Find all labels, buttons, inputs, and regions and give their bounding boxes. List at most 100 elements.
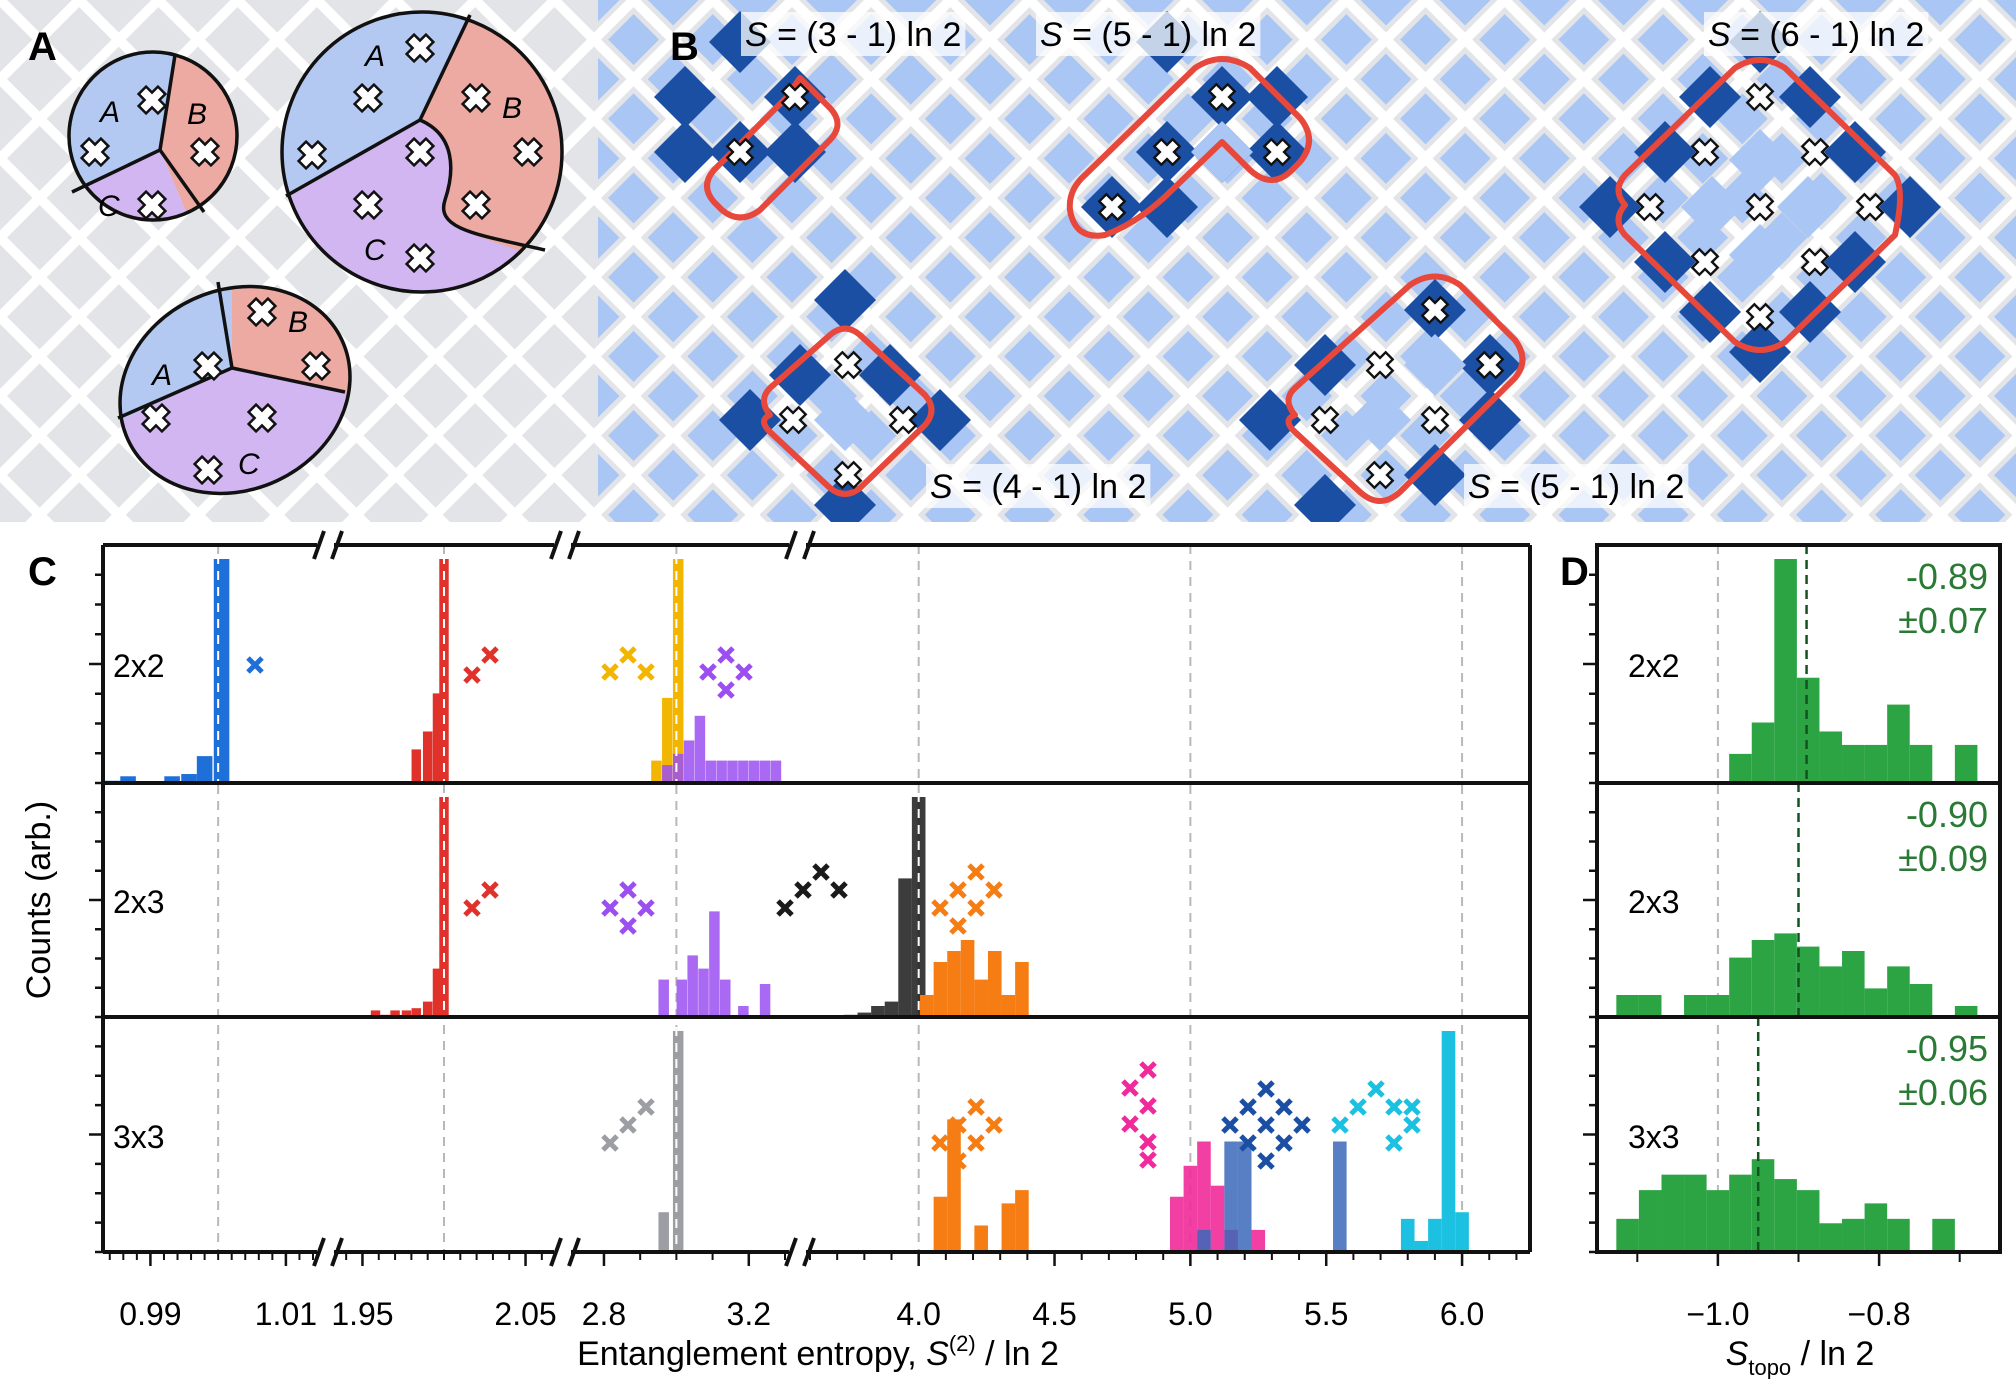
plaquette-marker bbox=[1385, 1098, 1403, 1116]
x-tick-label: 2.05 bbox=[494, 1296, 556, 1332]
entropy-formula: S = (3 - 1) ln 2 bbox=[745, 16, 961, 54]
label-a: A bbox=[98, 96, 120, 129]
histogram-bar bbox=[920, 995, 934, 1017]
histogram-bar bbox=[683, 740, 695, 783]
histogram-bar bbox=[1774, 933, 1797, 1017]
plaquette-marker bbox=[463, 666, 481, 684]
region-outline bbox=[280, 10, 564, 294]
mean-value: -0.95 bbox=[1906, 1028, 1988, 1069]
light-plaquette bbox=[1191, 121, 1253, 183]
dark-plaquette bbox=[1294, 474, 1356, 536]
dark-plaquette bbox=[1824, 231, 1886, 293]
dark-plaquette bbox=[909, 389, 971, 451]
dark-plaquette bbox=[859, 344, 921, 406]
plaquette-marker bbox=[1257, 1116, 1275, 1134]
histogram-bar bbox=[720, 979, 731, 1017]
dark-plaquette bbox=[1404, 444, 1466, 506]
formula-text: = (5 - 1) ln 2 bbox=[1491, 468, 1685, 506]
plaquette-marker bbox=[481, 881, 499, 899]
dark-plaquette bbox=[1634, 121, 1696, 183]
region-outline bbox=[704, 75, 841, 221]
y-axis-label: Counts (arb.) bbox=[20, 801, 58, 999]
histogram-bar bbox=[411, 1008, 422, 1017]
plaquette-marker bbox=[246, 656, 264, 674]
formula-symbol: S bbox=[1040, 16, 1063, 54]
histogram-bar bbox=[1638, 995, 1662, 1017]
plaquette-marker bbox=[776, 899, 794, 917]
histogram-bar bbox=[370, 1010, 381, 1017]
histogram-bar bbox=[738, 1006, 749, 1017]
histogram-bar bbox=[1015, 962, 1029, 1017]
histogram-bar bbox=[1400, 1218, 1415, 1252]
dark-plaquette bbox=[1779, 66, 1841, 128]
plaquette-marker bbox=[481, 646, 499, 664]
mean-value: -0.89 bbox=[1906, 556, 1988, 597]
x-tick-label: 1.95 bbox=[331, 1296, 393, 1332]
label-c: C bbox=[238, 448, 260, 481]
dark-plaquette bbox=[1459, 389, 1521, 451]
histogram-bar bbox=[1751, 1159, 1775, 1252]
panel-label-a: A bbox=[28, 25, 57, 69]
plaquette-marker bbox=[1239, 1098, 1257, 1116]
dark-plaquette bbox=[654, 121, 716, 183]
histogram-bar bbox=[960, 940, 975, 1017]
histogram-bar bbox=[651, 760, 662, 783]
histogram-bar bbox=[1796, 677, 1820, 783]
formula-backdrop bbox=[741, 12, 966, 56]
histogram-bar bbox=[1455, 1212, 1469, 1252]
histogram-bar bbox=[181, 774, 197, 783]
histogram-bar bbox=[770, 760, 782, 783]
mean-value: -0.90 bbox=[1906, 794, 1988, 835]
histogram-bar bbox=[1428, 1218, 1442, 1252]
plaquette-marker bbox=[1403, 1116, 1421, 1134]
histogram-bar bbox=[1170, 1196, 1184, 1252]
plaquette-marker bbox=[1293, 1116, 1311, 1134]
x-tick-label: 3.2 bbox=[727, 1296, 771, 1332]
panel-label-b: B bbox=[670, 25, 699, 69]
histogram-bar bbox=[987, 951, 1002, 1017]
formula-backdrop bbox=[1036, 12, 1261, 56]
histogram-bar bbox=[1909, 744, 1933, 783]
plaquette-marker bbox=[949, 1116, 967, 1134]
boundary-line bbox=[71, 54, 206, 214]
formula-text: = (3 - 1) ln 2 bbox=[768, 16, 962, 54]
histogram-bar bbox=[658, 979, 669, 1017]
histogram-bar bbox=[933, 962, 948, 1017]
histogram-bar bbox=[884, 1001, 899, 1017]
histogram-bar bbox=[947, 1119, 961, 1252]
formula-symbol: S bbox=[1468, 468, 1491, 506]
histogram-bar bbox=[1183, 1165, 1198, 1252]
plaquette-marker bbox=[949, 1152, 967, 1170]
histogram-bar bbox=[672, 753, 684, 783]
x-axis-label-suffix: / ln 2 bbox=[1791, 1335, 1874, 1373]
dark-plaquette bbox=[1634, 231, 1696, 293]
formula-text: = (5 - 1) ln 2 bbox=[1063, 16, 1257, 54]
histogram-bar bbox=[662, 697, 673, 783]
histogram-bar bbox=[974, 979, 988, 1017]
x-tick-label: 2.8 bbox=[582, 1296, 626, 1332]
x-tick-label: 6.0 bbox=[1440, 1296, 1484, 1332]
light-plaquette bbox=[1777, 176, 1839, 238]
histogram-bar bbox=[1842, 744, 1865, 783]
histogram-bar bbox=[432, 693, 443, 783]
x-tick-label: 0.99 bbox=[119, 1296, 181, 1332]
label-c: C bbox=[364, 234, 386, 267]
plaquette-marker bbox=[463, 899, 481, 917]
entropy-formula: S = (5 - 1) ln 2 bbox=[1468, 468, 1684, 506]
axis-break-mark bbox=[784, 1237, 798, 1267]
plaquette-marker bbox=[1367, 1080, 1385, 1098]
label-b: B bbox=[187, 98, 207, 131]
histogram-bar bbox=[1774, 1179, 1797, 1252]
dark-plaquette bbox=[1679, 281, 1741, 343]
label-b: B bbox=[502, 92, 522, 125]
plaquette-marker bbox=[637, 899, 655, 917]
histogram-bar bbox=[1842, 1218, 1865, 1252]
histogram-bar bbox=[705, 760, 717, 783]
axis-break-mark bbox=[330, 1237, 344, 1267]
axis-break-mark bbox=[330, 530, 344, 560]
uncertainty-value: ±0.07 bbox=[1898, 600, 1988, 641]
formula-symbol: S bbox=[930, 468, 953, 506]
